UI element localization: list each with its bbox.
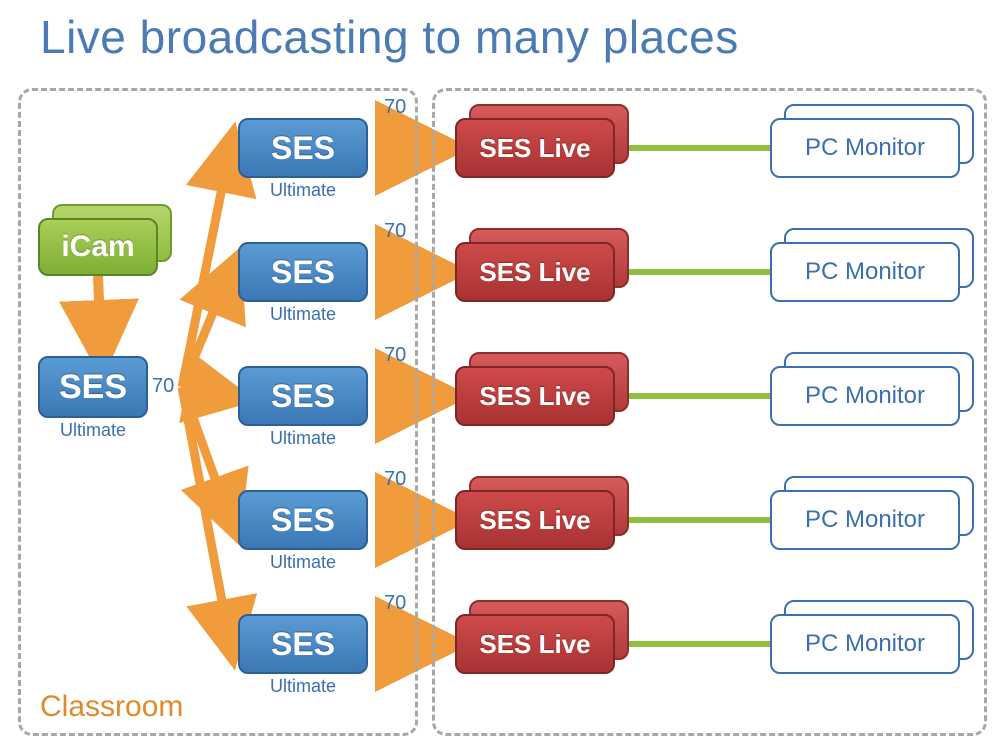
live-box: SES Live	[455, 490, 615, 550]
mid-ses-sublabel: Ultimate	[238, 676, 368, 697]
mid-ses-box: SES	[238, 366, 368, 426]
mid-ses-box: SES	[238, 242, 368, 302]
monitor-box: PC Monitor	[770, 490, 960, 550]
mid-ses-box: SES	[238, 614, 368, 674]
root-port-label: 70	[152, 375, 174, 398]
green-connector	[620, 269, 795, 275]
live-box: SES Live	[455, 366, 615, 426]
mid-port-label: 70	[384, 592, 406, 615]
mid-ses-sublabel: Ultimate	[238, 552, 368, 573]
green-connector	[620, 641, 795, 647]
mid-ses-box: SES	[238, 118, 368, 178]
classroom-label: Classroom	[40, 690, 183, 724]
mid-port-label: 70	[384, 344, 406, 367]
mid-ses-sublabel: Ultimate	[238, 180, 368, 201]
monitor-box: PC Monitor	[770, 366, 960, 426]
live-box: SES Live	[455, 118, 615, 178]
green-connector	[620, 145, 795, 151]
root-ses-box: SES	[38, 356, 148, 418]
mid-port-label: 70	[384, 468, 406, 491]
root-ses-sublabel: Ultimate	[38, 420, 148, 441]
live-box: SES Live	[455, 614, 615, 674]
monitor-box: PC Monitor	[770, 614, 960, 674]
monitor-box: PC Monitor	[770, 118, 960, 178]
icam-box: iCam	[38, 218, 158, 276]
live-box: SES Live	[455, 242, 615, 302]
mid-ses-sublabel: Ultimate	[238, 304, 368, 325]
green-connector	[620, 517, 795, 523]
green-connector	[620, 393, 795, 399]
mid-port-label: 70	[384, 96, 406, 119]
monitor-box: PC Monitor	[770, 242, 960, 302]
mid-port-label: 70	[384, 220, 406, 243]
mid-ses-box: SES	[238, 490, 368, 550]
mid-ses-sublabel: Ultimate	[238, 428, 368, 449]
page-title: Live broadcasting to many places	[40, 10, 739, 64]
